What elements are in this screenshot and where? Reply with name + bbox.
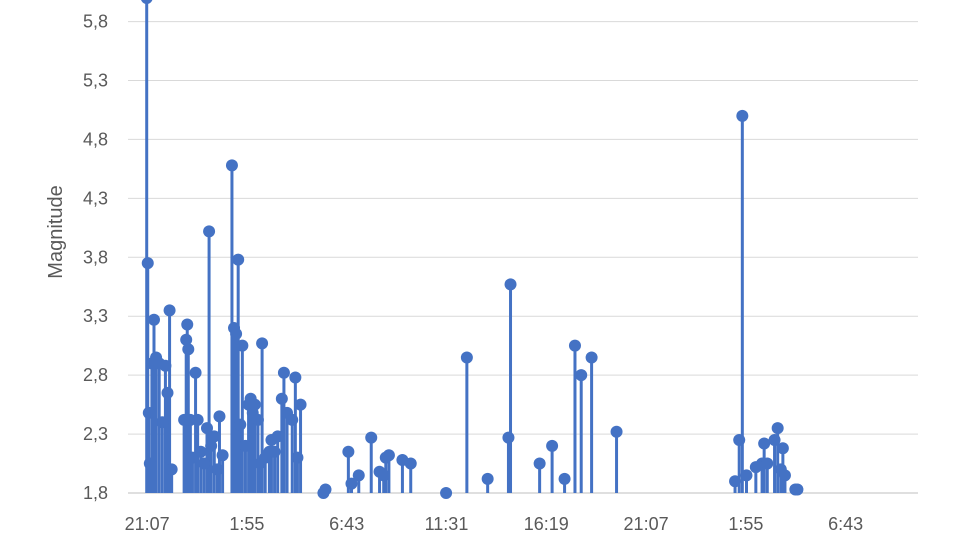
data-point xyxy=(197,457,210,470)
data-point xyxy=(161,386,174,399)
y-tick-label: 4,8 xyxy=(83,129,108,149)
data-point xyxy=(533,457,546,470)
data-point xyxy=(352,469,365,482)
data-point xyxy=(778,469,791,482)
data-point xyxy=(791,483,804,496)
data-point xyxy=(182,343,195,356)
data-point xyxy=(147,313,160,326)
data-point xyxy=(211,463,224,476)
data-point xyxy=(143,457,156,470)
data-point xyxy=(205,439,218,452)
data-point xyxy=(216,449,229,462)
y-axis-label: Magnitude xyxy=(45,185,67,278)
data-point xyxy=(345,477,358,490)
data-point xyxy=(776,442,789,455)
data-point xyxy=(194,445,207,458)
x-tick-label: 21:07 xyxy=(624,514,669,533)
data-point xyxy=(271,430,284,443)
x-tick-label: 6:43 xyxy=(828,514,863,533)
x-tick-label: 1:55 xyxy=(728,514,763,533)
data-point xyxy=(761,457,774,470)
data-point xyxy=(186,451,199,464)
data-point xyxy=(165,463,178,476)
data-point xyxy=(268,445,281,458)
y-tick-label: 2,8 xyxy=(83,365,108,385)
data-point xyxy=(502,431,515,444)
data-point xyxy=(232,253,245,266)
data-point xyxy=(758,437,771,450)
data-point xyxy=(575,369,588,382)
x-tick-label: 1:55 xyxy=(229,514,264,533)
data-point xyxy=(733,433,746,446)
data-point xyxy=(277,366,290,379)
data-point xyxy=(568,339,581,352)
x-tick-labels: 21:07 1:55 6:43 11:31 16:19 21:07 1:55 6:43 xyxy=(125,514,864,533)
data-point xyxy=(377,469,390,482)
data-point xyxy=(585,351,598,364)
data-point xyxy=(180,333,193,346)
y-tick-labels: 1,8 2,3 2,8 3,3 3,8 4,3 4,8 5,3 5,8 xyxy=(83,12,108,503)
data-point xyxy=(225,159,238,172)
x-tick-label: 6:43 xyxy=(329,514,364,533)
data-point xyxy=(736,109,749,122)
data-point xyxy=(208,430,221,443)
data-point xyxy=(460,351,473,364)
x-tick-label: 16:19 xyxy=(524,514,569,533)
data-point xyxy=(248,398,261,411)
data-point xyxy=(239,439,252,452)
data-point xyxy=(159,359,172,372)
data-point xyxy=(382,449,395,462)
x-tick-label: 21:07 xyxy=(125,514,170,533)
data-point xyxy=(275,392,288,405)
data-point xyxy=(291,451,304,464)
data-point xyxy=(141,257,154,270)
data-point xyxy=(286,413,299,426)
y-tick-label: 1,8 xyxy=(83,483,108,503)
y-tick-label: 3,3 xyxy=(83,306,108,326)
data-point xyxy=(230,327,243,340)
data-point xyxy=(141,0,153,4)
y-tick-label: 2,3 xyxy=(83,424,108,444)
data-point xyxy=(234,418,247,431)
data-point xyxy=(558,472,571,485)
data-point xyxy=(504,278,517,291)
data-point xyxy=(156,416,169,429)
data-point xyxy=(142,406,155,419)
x-tick-label: 11:31 xyxy=(425,514,469,533)
data-point xyxy=(740,469,753,482)
data-point xyxy=(251,413,264,426)
data-point xyxy=(404,457,417,470)
y-tick-label: 4,3 xyxy=(83,188,108,208)
data-point xyxy=(768,433,781,446)
data-point xyxy=(163,304,176,317)
data-point xyxy=(203,225,216,238)
data-points xyxy=(141,0,804,499)
data-point xyxy=(191,413,204,426)
data-point xyxy=(342,445,355,458)
data-point xyxy=(319,483,332,496)
data-point xyxy=(365,431,378,444)
data-point xyxy=(771,422,784,435)
data-point xyxy=(213,410,226,423)
data-point xyxy=(481,472,494,485)
data-point xyxy=(236,339,249,352)
data-point xyxy=(201,422,213,435)
data-point xyxy=(189,366,202,379)
data-point xyxy=(181,318,194,331)
data-point xyxy=(546,439,559,452)
data-point xyxy=(610,425,623,438)
y-tick-label: 3,8 xyxy=(83,247,108,267)
data-point xyxy=(256,337,269,350)
data-point xyxy=(294,398,307,411)
data-point xyxy=(729,475,742,488)
data-point xyxy=(440,487,453,499)
y-tick-label: 5,8 xyxy=(83,12,108,32)
data-point xyxy=(289,371,302,384)
y-tick-label: 5,3 xyxy=(83,71,108,91)
